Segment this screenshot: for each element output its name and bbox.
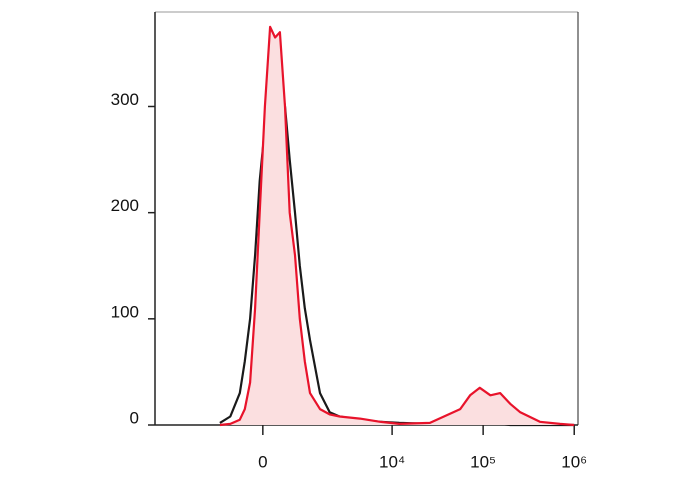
x-tick-label: 0 — [258, 452, 267, 471]
series-line — [219, 25, 575, 427]
x-tick-label: 10⁵ — [470, 452, 496, 471]
x-tick-label: 10⁶ — [561, 452, 587, 471]
y-tick-label: 300 — [111, 90, 139, 109]
x-tick-label: 10⁴ — [379, 452, 405, 471]
y-tick-label: 100 — [111, 302, 139, 321]
series-area — [219, 26, 575, 426]
y-tick-label: 200 — [111, 196, 139, 215]
y-tick-label: 0 — [130, 408, 139, 427]
